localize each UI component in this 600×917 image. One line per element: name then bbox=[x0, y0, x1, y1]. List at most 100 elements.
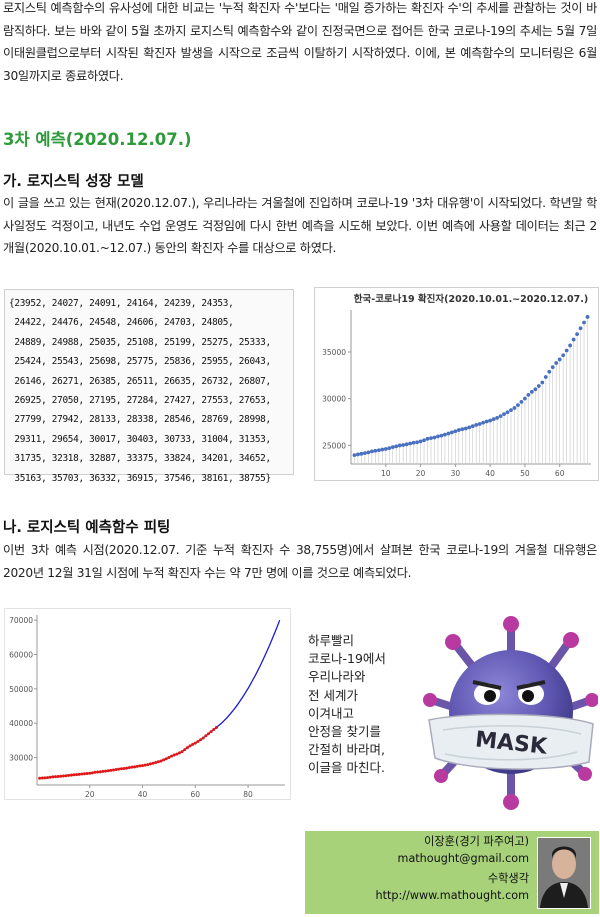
data-point bbox=[164, 757, 168, 761]
data-point bbox=[488, 418, 493, 423]
section-title: 3차 예측(2020.12.07.) bbox=[3, 130, 192, 149]
data-point bbox=[380, 447, 385, 452]
data-point bbox=[67, 773, 71, 777]
data-point bbox=[536, 384, 541, 388]
data-point bbox=[143, 763, 147, 767]
data-point bbox=[390, 445, 395, 450]
data-point bbox=[141, 764, 145, 768]
author-info: 이장훈(경기 파주여고) mathought@gmail.com 수학생각 ht… bbox=[376, 834, 529, 904]
data-point bbox=[366, 450, 371, 455]
data-point bbox=[133, 765, 137, 769]
data-point bbox=[85, 772, 89, 776]
data-point bbox=[48, 775, 52, 779]
data-point bbox=[401, 443, 406, 447]
data-point bbox=[376, 448, 381, 453]
site-url[interactable]: http://www.mathought.com bbox=[375, 888, 529, 902]
data-point bbox=[209, 730, 213, 734]
data-point bbox=[526, 393, 531, 397]
data-point bbox=[196, 740, 200, 744]
data-point bbox=[453, 429, 458, 434]
x-tick-label: 20 bbox=[85, 790, 95, 799]
data-point bbox=[93, 770, 97, 774]
code-line: 24889, 24988, 25035, 25108, 25199, 25275… bbox=[9, 336, 271, 348]
data-point bbox=[512, 406, 517, 410]
data-point bbox=[408, 441, 413, 446]
data-point bbox=[519, 399, 524, 404]
code-line: 25424, 25543, 25698, 25775, 25836, 25955… bbox=[9, 356, 271, 368]
data-point bbox=[214, 725, 218, 729]
data-point bbox=[540, 380, 545, 385]
subsection-a-title: 가. 로지스틱 성장 모델 bbox=[3, 174, 144, 190]
data-point bbox=[369, 449, 374, 454]
data-point bbox=[77, 772, 81, 776]
data-point bbox=[172, 753, 176, 757]
data-point bbox=[502, 412, 506, 417]
data-point bbox=[180, 750, 184, 754]
y-tick-label: 60000 bbox=[9, 650, 33, 659]
data-point bbox=[557, 357, 562, 362]
closing-line: 간절히 바라며, bbox=[308, 742, 385, 758]
x-tick-label: 50 bbox=[520, 469, 530, 478]
data-point bbox=[72, 773, 76, 777]
data-point bbox=[411, 440, 416, 445]
site-name: 수학생각 bbox=[487, 872, 529, 885]
subsection-a-paragraph: 이 글을 쓰고 있는 현재(2020.12.07.), 우리나라는 겨울철에 진… bbox=[3, 196, 597, 255]
data-point bbox=[460, 427, 465, 432]
data-point bbox=[449, 430, 454, 435]
data-point bbox=[56, 774, 60, 778]
data-point bbox=[467, 425, 472, 430]
subsection-b-title: 나. 로지스틱 예측함수 피팅 bbox=[3, 520, 171, 536]
author-box: 이장훈(경기 파주여고) mathought@gmail.com 수학생각 ht… bbox=[305, 831, 599, 914]
data-point bbox=[177, 751, 181, 755]
x-tick-label: 10 bbox=[381, 469, 391, 478]
code-line: 26925, 27050, 27195, 27284, 27427, 27553… bbox=[9, 395, 271, 407]
data-point bbox=[114, 768, 118, 772]
data-point bbox=[373, 448, 378, 453]
data-point bbox=[422, 438, 426, 443]
data-point bbox=[491, 417, 496, 422]
data-point bbox=[43, 776, 47, 780]
data-point bbox=[88, 771, 92, 775]
data-point bbox=[529, 389, 534, 394]
code-line: 26146, 26271, 26385, 26511, 26635, 26732… bbox=[9, 375, 271, 387]
data-point bbox=[439, 433, 444, 438]
data-point bbox=[429, 436, 433, 440]
author-photo bbox=[537, 837, 591, 909]
data-point bbox=[432, 435, 437, 440]
data-point bbox=[159, 759, 163, 763]
data-point bbox=[561, 353, 566, 358]
data-point bbox=[154, 761, 158, 765]
data-point bbox=[550, 365, 555, 370]
chart-title: 한국-코로나19 확진자(2020.10.01.~2020.12.07.) bbox=[354, 293, 588, 305]
code-line: {23952, 24027, 24091, 24164, 24239, 2435… bbox=[9, 298, 234, 309]
data-point bbox=[418, 439, 423, 444]
data-point bbox=[69, 773, 73, 777]
data-point bbox=[80, 772, 84, 776]
data-point bbox=[415, 440, 419, 445]
data-point bbox=[90, 771, 94, 775]
data-point bbox=[404, 442, 409, 447]
data-point bbox=[127, 766, 131, 770]
data-point bbox=[104, 769, 108, 773]
data-point bbox=[470, 424, 475, 429]
x-tick-label: 80 bbox=[243, 790, 253, 799]
data-point bbox=[356, 452, 360, 457]
data-point bbox=[175, 752, 179, 756]
closing-line: 이겨내고 bbox=[308, 705, 355, 721]
closing-line: 우리나라와 bbox=[308, 669, 366, 685]
data-point bbox=[547, 369, 552, 374]
data-point bbox=[352, 453, 357, 458]
data-point bbox=[59, 774, 63, 778]
subsection-b-paragraph: 이번 3차 예측 시점(2020.12.07. 기준 누적 확진자 수 38,7… bbox=[3, 543, 597, 580]
data-point bbox=[135, 764, 139, 768]
data-point bbox=[477, 422, 482, 426]
data-point bbox=[64, 774, 68, 778]
data-point bbox=[151, 761, 155, 765]
data-point bbox=[148, 762, 152, 766]
data-point bbox=[443, 432, 447, 437]
fit-chart: 20 40 60 80 30000 40000 50000 60000 70000 bbox=[4, 608, 291, 800]
x-tick-label: 40 bbox=[138, 790, 148, 799]
data-point bbox=[138, 764, 142, 768]
data-point bbox=[543, 375, 548, 379]
data-point bbox=[212, 727, 216, 731]
